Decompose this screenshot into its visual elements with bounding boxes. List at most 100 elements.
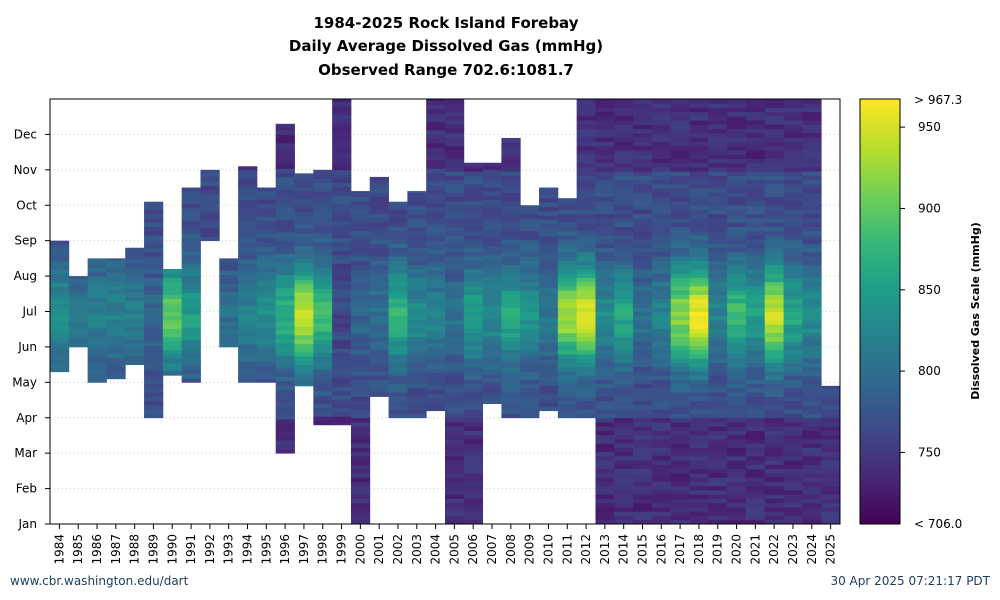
heatmap-cell xyxy=(708,371,728,376)
heatmap-cell xyxy=(651,273,672,278)
heatmap-cell xyxy=(313,186,333,192)
heatmap-cell xyxy=(313,395,333,400)
heatmap-cell xyxy=(238,378,258,383)
colorbar-tick-label: 950 xyxy=(918,120,941,134)
heatmap-cell xyxy=(633,328,653,334)
heatmap-cell xyxy=(501,226,521,232)
heatmap-cell xyxy=(764,260,784,266)
heatmap-cell xyxy=(614,154,634,159)
heatmap-cell xyxy=(407,315,427,321)
heatmap-cell xyxy=(445,379,465,385)
heatmap-cell xyxy=(614,99,634,104)
heatmap-cell xyxy=(501,196,521,202)
heatmap-cell xyxy=(350,515,371,521)
heatmap-cell xyxy=(670,349,690,355)
heatmap-cell xyxy=(520,247,540,253)
heatmap-cell xyxy=(350,485,371,491)
heatmap-cell xyxy=(595,260,615,266)
heatmap-cell xyxy=(595,205,615,210)
heatmap-cell xyxy=(50,341,70,347)
heatmap-cell xyxy=(802,145,822,151)
heatmap-cell xyxy=(445,298,465,304)
heatmap-cell xyxy=(313,178,333,183)
heatmap-cell xyxy=(727,286,747,291)
heatmap-cell xyxy=(313,271,333,277)
heatmap-cell xyxy=(388,260,408,266)
heatmap-cell xyxy=(539,342,559,348)
heatmap-cell xyxy=(708,116,728,121)
heatmap-cell xyxy=(595,218,615,223)
heatmap-cell xyxy=(350,379,371,385)
heatmap-cell xyxy=(426,100,446,106)
heatmap-cell xyxy=(745,235,766,240)
heatmap-cell xyxy=(407,196,427,202)
heatmap-cell xyxy=(633,107,653,113)
heatmap-cell xyxy=(294,334,314,340)
heatmap-cell xyxy=(576,388,596,393)
heatmap-cell xyxy=(764,116,784,121)
heatmap-cell xyxy=(350,430,371,436)
heatmap-cell xyxy=(595,477,615,482)
year-column-2020 xyxy=(727,99,747,525)
heatmap-cell xyxy=(576,154,596,159)
heatmap-cell xyxy=(445,447,465,453)
heatmap-cell xyxy=(313,314,333,319)
heatmap-cell xyxy=(670,332,690,338)
source-url[interactable]: www.cbr.washington.edu/dart xyxy=(10,574,189,588)
heatmap-cell xyxy=(350,460,371,465)
heatmap-cell xyxy=(633,485,653,491)
heatmap-cell xyxy=(445,137,465,142)
heatmap-cell xyxy=(162,354,183,359)
heatmap-cell xyxy=(708,298,728,304)
heatmap-cell xyxy=(219,334,239,339)
heatmap-cell xyxy=(764,464,784,470)
heatmap-cell xyxy=(68,317,89,322)
heatmap-cell xyxy=(745,498,766,504)
heatmap-cell xyxy=(520,209,540,215)
heatmap-cell xyxy=(576,252,596,257)
heatmap-cell xyxy=(727,269,747,274)
heatmap-cell xyxy=(426,334,446,339)
heatmap-cell xyxy=(445,154,465,159)
heatmap-cell xyxy=(764,184,784,189)
heatmap-cell xyxy=(595,303,615,308)
heatmap-cell xyxy=(388,392,408,397)
heatmap-cell xyxy=(388,252,408,257)
heatmap-cell xyxy=(745,324,766,329)
heatmap-cell xyxy=(501,349,521,355)
heatmap-cell xyxy=(821,434,841,440)
heatmap-cell xyxy=(463,451,484,457)
heatmap-cell xyxy=(181,344,201,349)
heatmap-cell xyxy=(125,322,145,327)
heatmap-cell xyxy=(651,362,672,368)
heatmap-cell xyxy=(670,99,690,104)
heatmap-cell xyxy=(181,212,201,217)
heatmap-cell xyxy=(651,124,672,130)
heatmap-cell xyxy=(557,396,578,402)
heatmap-cell xyxy=(463,307,484,312)
heatmap-cell xyxy=(350,451,371,457)
heatmap-cell xyxy=(745,179,766,185)
heatmap-cell xyxy=(162,349,183,355)
heatmap-cell xyxy=(689,116,709,121)
heatmap-cell xyxy=(595,409,615,414)
heatmap-cell xyxy=(463,426,484,431)
heatmap-cell xyxy=(482,335,502,341)
heatmap-cell xyxy=(783,205,803,210)
heatmap-cell xyxy=(670,171,690,176)
heatmap-cell xyxy=(745,320,766,325)
heatmap-cell xyxy=(539,321,559,327)
heatmap-cell xyxy=(727,451,747,457)
heatmap-cell xyxy=(745,150,766,155)
heatmap-cell xyxy=(783,158,803,164)
heatmap-cell xyxy=(463,477,484,482)
heatmap-cell xyxy=(614,494,634,499)
heatmap-cell xyxy=(426,368,446,373)
heatmap-cell xyxy=(482,162,502,166)
heatmap-cell xyxy=(144,392,164,397)
heatmap-cell xyxy=(388,286,408,291)
heatmap-cell xyxy=(332,327,352,332)
heatmap-cell xyxy=(256,331,277,336)
heatmap-cell xyxy=(200,193,220,199)
